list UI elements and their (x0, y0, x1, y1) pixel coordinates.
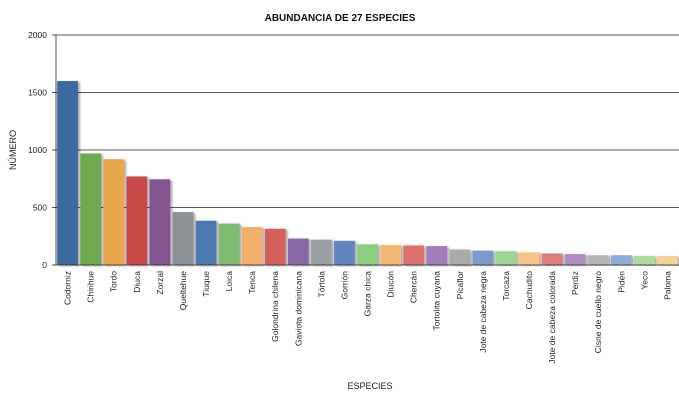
x-category-label: Chirihue (86, 271, 96, 303)
y-tick-label: 0 (42, 260, 47, 270)
x-category-label: Chercán (409, 271, 419, 303)
x-category-label: Cisne de cuello negro (593, 271, 603, 353)
x-category-label: Perdiz (570, 271, 580, 295)
x-category-label: Torcaza (501, 271, 511, 301)
bar-tórtola (310, 239, 332, 265)
axes (52, 34, 679, 266)
y-tick-labels: 0 500 1000 1500 2000 (28, 30, 47, 270)
bar-picaflor (449, 249, 471, 265)
bar-torcaza (495, 251, 517, 265)
x-category-label: Jote de cabeza colorada (547, 271, 557, 364)
gridlines (56, 34, 679, 208)
x-category-label: Yeco (639, 271, 649, 290)
x-category-label: Pidén (616, 271, 626, 293)
x-category-label: Codorniz (63, 271, 73, 305)
bar-queltehue (172, 212, 194, 265)
y-tick-label: 1000 (28, 145, 47, 155)
y-tick-label: 2000 (28, 30, 47, 40)
bar-gorrión (334, 240, 355, 265)
bar-golondrina-chilena (264, 228, 286, 265)
x-category-label: Tiuque (201, 271, 211, 297)
bar-jote-de-cabeza-colorada (541, 253, 563, 265)
x-category-labels: Codorniz Chirihue Tordo Diuca Zorzal Queltehu… (63, 271, 673, 364)
x-axis-label: ESPECIES (347, 381, 392, 391)
x-category-label: Gorrión (339, 271, 349, 300)
x-category-label: Paloma (662, 271, 672, 300)
bar-chercán (403, 245, 425, 265)
bar-loica (218, 223, 240, 265)
x-category-label: Diucón (386, 271, 396, 298)
x-category-label: Tordo (109, 271, 119, 293)
x-category-label: Tenca (247, 271, 257, 294)
x-category-label: Tórtola (316, 271, 326, 298)
bar-chirihue (80, 153, 101, 265)
bar-codorniz (57, 81, 78, 265)
bar-tenca (241, 227, 263, 265)
bar-tordo (103, 159, 125, 265)
x-category-label: Golondrina chilena (270, 271, 280, 342)
bar-jote-de-cabeza-negra (472, 250, 494, 265)
x-category-label: Tortolita cuyana (432, 271, 442, 331)
bar-yeco (634, 255, 655, 265)
bar-diucón (380, 244, 401, 265)
x-category-label: Diuca (132, 271, 142, 293)
x-category-label: Zorzal (155, 271, 165, 295)
x-category-label: Loica (224, 271, 234, 292)
bar-tortolita-cuyana (426, 246, 448, 265)
bar-garza-chica (357, 244, 378, 265)
x-category-label: Gaviota dominicana (293, 271, 303, 346)
bar-tiuque (195, 220, 217, 265)
bar-pidén (610, 255, 632, 265)
x-category-label: Picaflor (455, 271, 465, 300)
bar-gaviota-dominicana (287, 238, 309, 265)
chart-title: ABUNDANCIA DE 27 ESPECIES (265, 13, 416, 24)
bar-zorzal (149, 179, 171, 265)
x-category-label: Garza chica (363, 271, 373, 317)
y-tick-label: 1500 (28, 88, 47, 98)
y-axis-label: NÚMERO (8, 130, 18, 170)
bar-paloma (657, 256, 678, 265)
y-tick-label: 500 (33, 203, 47, 213)
bars (57, 81, 678, 265)
bar-diuca (126, 176, 148, 265)
bar-cachudito (518, 252, 540, 265)
x-category-label: Queltehue (178, 271, 188, 310)
bar-perdiz (564, 254, 586, 265)
x-category-label: Cachudito (524, 271, 534, 310)
x-category-label: Jote de cabeza negra (478, 271, 488, 353)
bar-cisne-de-cuello-negro (587, 255, 609, 265)
